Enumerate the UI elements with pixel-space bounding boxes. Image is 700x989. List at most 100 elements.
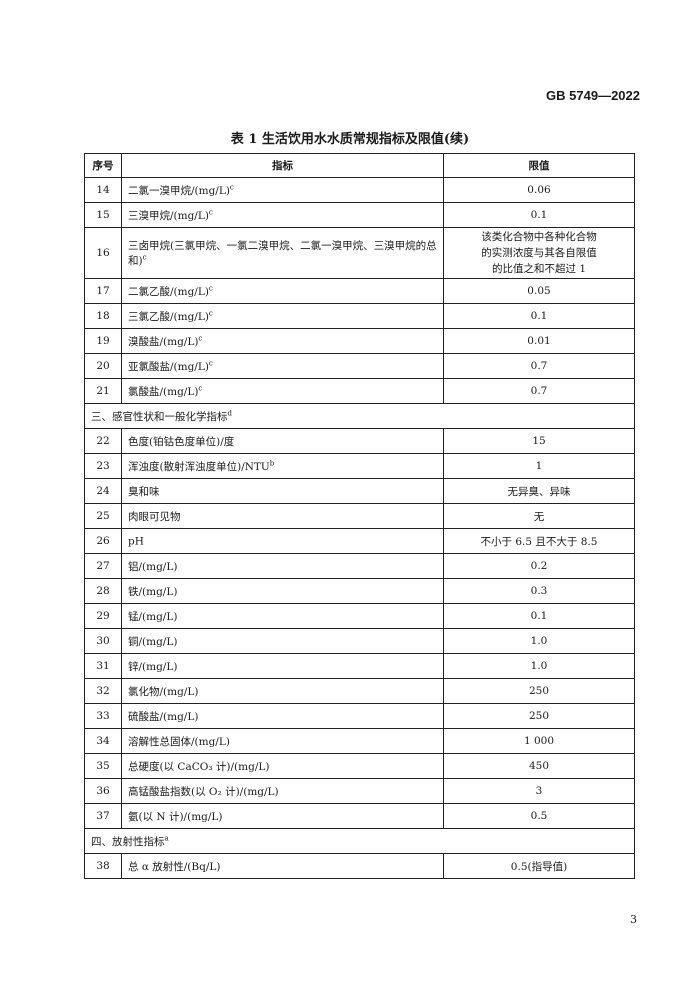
footnote-mark: d	[227, 409, 232, 417]
footnote-mark: c	[142, 253, 147, 262]
section-label: 四、放射性指标	[91, 835, 165, 848]
table-row: 33 硫酸盐/(mg/L) 250	[84, 703, 635, 729]
row-number: 36	[84, 778, 122, 804]
footnote-mark: c	[198, 334, 203, 342]
limit-value: 3	[443, 778, 635, 804]
table-row: 28 铁/(mg/L) 0.3	[84, 578, 635, 604]
indicator-cell: 高锰酸盐指数(以 O₂ 计)/(mg/L)	[121, 778, 444, 804]
indicator-name: 二氯一溴甲烷/(mg/L)	[128, 184, 230, 197]
indicator-name: 氯化物/(mg/L)	[128, 685, 199, 698]
table-row: 29 锰/(mg/L) 0.1	[84, 603, 635, 629]
indicator-cell: 三卤甲烷(三氯甲烷、一氯二溴甲烷、二氯一溴甲烷、三溴甲烷的总和)c	[121, 227, 444, 279]
table-row: 17 二氯乙酸/(mg/L)c 0.05	[84, 278, 635, 304]
row-number: 19	[84, 328, 122, 354]
table-row: 18 三氯乙酸/(mg/L)c 0.1	[84, 303, 635, 329]
section-label: 三、感官性状和一般化学指标	[91, 410, 228, 423]
page-number: 3	[630, 913, 637, 926]
table-row: 36 高锰酸盐指数(以 O₂ 计)/(mg/L) 3	[84, 778, 635, 804]
indicator-name: pH	[128, 535, 144, 548]
indicator-cell: 溶解性总固体/(mg/L)	[121, 728, 444, 754]
indicator-name: 溴酸盐/(mg/L)	[128, 335, 199, 348]
limit-value: 450	[443, 753, 635, 779]
indicator-name: 总硬度(以 CaCO₃ 计)/(mg/L)	[128, 760, 270, 773]
indicator-name: 氯酸盐/(mg/L)	[128, 385, 199, 398]
column-header-limit: 限值	[443, 153, 635, 178]
limit-value: 0.2	[443, 553, 635, 579]
limit-value: 0.5	[443, 803, 635, 829]
indicator-cell: 氨(以 N 计)/(mg/L)	[121, 803, 444, 829]
table-row: 37 氨(以 N 计)/(mg/L) 0.5	[84, 803, 635, 829]
table-row: 21 氯酸盐/(mg/L)c 0.7	[84, 378, 635, 404]
indicator-name: 二氯乙酸/(mg/L)	[128, 285, 209, 298]
standard-number: GB 5749—2022	[546, 88, 640, 103]
table-row: 15 三溴甲烷/(mg/L)c 0.1	[84, 202, 635, 228]
indicator-cell: 肉眼可见物	[121, 503, 444, 529]
limit-value: 0.7	[443, 378, 635, 404]
indicator-cell: 三溴甲烷/(mg/L)c	[121, 202, 444, 228]
indicator-cell: 二氯一溴甲烷/(mg/L)c	[121, 177, 444, 203]
table-row: 14 二氯一溴甲烷/(mg/L)c 0.06	[84, 177, 635, 203]
limit-value: 1.0	[443, 653, 635, 679]
indicator-name: 色度(铂钴色度单位)/度	[128, 435, 235, 448]
row-number: 22	[84, 428, 122, 454]
section-row: 四、放射性指标a	[84, 828, 635, 854]
indicator-name: 硫酸盐/(mg/L)	[128, 710, 199, 723]
table-row: 22 色度(铂钴色度单位)/度 15	[84, 428, 635, 454]
limit-value: 0.7	[443, 353, 635, 379]
limit-value: 0.1	[443, 202, 635, 228]
indicator-cell: 浑浊度(散射浑浊度单位)/NTUb	[121, 453, 444, 479]
row-number: 27	[84, 553, 122, 579]
row-number: 34	[84, 728, 122, 754]
footnote-mark: a	[164, 834, 169, 842]
table-row: 34 溶解性总固体/(mg/L) 1 000	[84, 728, 635, 754]
column-header-indicator: 指标	[121, 153, 444, 178]
table-row: 25 肉眼可见物 无	[84, 503, 635, 529]
row-number: 17	[84, 278, 122, 304]
limit-value: 15	[443, 428, 635, 454]
footnote-mark: b	[269, 459, 275, 467]
limit-value: 0.3	[443, 578, 635, 604]
section-row: 三、感官性状和一般化学指标d	[84, 403, 635, 429]
row-number: 32	[84, 678, 122, 704]
table-row: 23 浑浊度(散射浑浊度单位)/NTUb 1	[84, 453, 635, 479]
table-row: 30 铜/(mg/L) 1.0	[84, 628, 635, 654]
water-quality-table: 序号 指标 限值 14 二氯一溴甲烷/(mg/L)c 0.06 15 三溴甲烷/(…	[84, 153, 635, 879]
row-number: 21	[84, 378, 122, 404]
table-row: 19 溴酸盐/(mg/L)c 0.01	[84, 328, 635, 354]
indicator-cell: 亚氯酸盐/(mg/L)c	[121, 353, 444, 379]
table-row: 35 总硬度(以 CaCO₃ 计)/(mg/L) 450	[84, 753, 635, 779]
indicator-name: 总 α 放射性/(Bq/L)	[128, 860, 221, 873]
limit-value: 0.1	[443, 303, 635, 329]
limit-value: 0.01	[443, 328, 635, 354]
indicator-cell: 氯酸盐/(mg/L)c	[121, 378, 444, 404]
indicator-cell: 锰/(mg/L)	[121, 603, 444, 629]
row-number: 26	[84, 528, 122, 554]
row-number: 35	[84, 753, 122, 779]
limit-value: 无	[443, 503, 635, 529]
indicator-name: 氨(以 N 计)/(mg/L)	[128, 810, 223, 823]
indicator-name: 臭和味	[128, 485, 160, 498]
limit-value: 0.1	[443, 603, 635, 629]
footnote-mark: c	[198, 384, 203, 392]
indicator-name: 浑浊度(散射浑浊度单位)/NTU	[128, 460, 270, 473]
limit-value: 0.06	[443, 177, 635, 203]
row-number: 38	[84, 853, 122, 879]
indicator-name: 铝/(mg/L)	[128, 560, 178, 573]
footnote-mark: c	[208, 359, 213, 367]
limit-value: 250	[443, 703, 635, 729]
limit-value: 不小于 6.5 且不大于 8.5	[443, 528, 635, 554]
footnote-mark: c	[229, 183, 234, 191]
indicator-name: 亚氯酸盐/(mg/L)	[128, 360, 209, 373]
indicator-cell: 臭和味	[121, 478, 444, 504]
row-number: 30	[84, 628, 122, 654]
table-row: 24 臭和味 无异臭、异味	[84, 478, 635, 504]
limit-value-text: 该类化合物中各种化合物的实测浓度与其各自限值的比值之和不超过 1	[481, 231, 597, 275]
table-row: 31 锌/(mg/L) 1.0	[84, 653, 635, 679]
limit-value: 250	[443, 678, 635, 704]
footnote-mark: c	[208, 284, 213, 292]
indicator-cell: 锌/(mg/L)	[121, 653, 444, 679]
row-number: 31	[84, 653, 122, 679]
table-row: 27 铝/(mg/L) 0.2	[84, 553, 635, 579]
indicator-cell: 总 α 放射性/(Bq/L)	[121, 853, 444, 879]
row-number: 20	[84, 353, 122, 379]
